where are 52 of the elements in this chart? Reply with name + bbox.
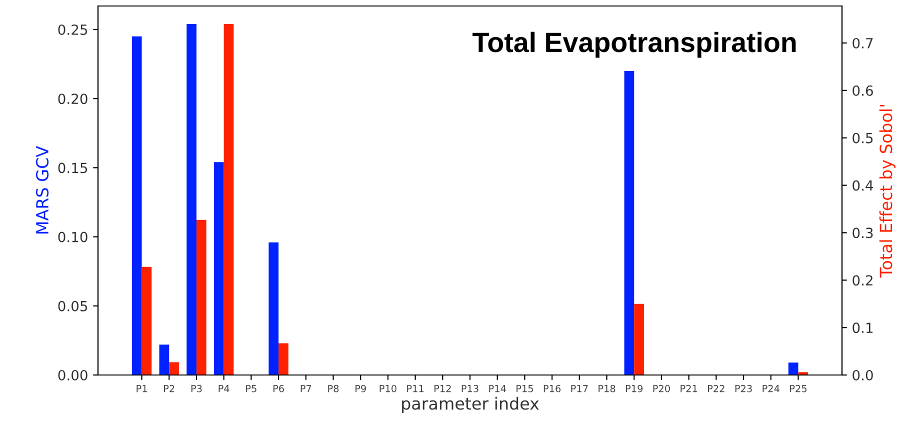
x-tick-label: P14 xyxy=(489,385,506,392)
x-tick-label: P10 xyxy=(380,384,396,392)
x-tick-label: P20 xyxy=(653,384,670,392)
x-tick-label: P4 xyxy=(218,385,230,392)
y2-tick-label: 0.0 xyxy=(852,370,873,380)
y-tick-label: 0.10 xyxy=(58,232,88,242)
y2-tick-label: 0.1 xyxy=(852,322,873,334)
y-tick-label: 0.25 xyxy=(58,24,88,35)
x-axis-title: parameter index xyxy=(402,396,539,414)
y2-tick-label: 0.3 xyxy=(852,228,873,238)
y2-axis-title: Total Effect by Sobol' xyxy=(879,104,896,278)
bar xyxy=(186,24,196,375)
bar xyxy=(278,343,288,375)
x-tick-label: P17 xyxy=(571,385,588,392)
x-tick-label: P18 xyxy=(598,384,616,392)
y2-tick-label: 0.7 xyxy=(852,38,873,48)
x-tick-label: P6 xyxy=(273,384,284,392)
x-tick-label: P8 xyxy=(328,384,339,392)
x-tick-label: P5 xyxy=(246,385,256,392)
y2-tick-label: 0.5 xyxy=(852,132,873,144)
y2-tick-label: 0.2 xyxy=(852,275,872,286)
bar xyxy=(634,304,644,375)
bar xyxy=(159,344,170,375)
bar xyxy=(788,362,798,375)
text: Total Evapotranspiration xyxy=(472,32,796,58)
bar xyxy=(142,266,152,375)
x-tick-label: P19 xyxy=(626,384,643,392)
x-tick-label: P25 xyxy=(790,384,807,392)
x-tick-label: P23 xyxy=(735,384,752,392)
y2-tick-label: 0.6 xyxy=(852,85,873,96)
x-tick-label: P12 xyxy=(434,384,451,392)
bar xyxy=(132,36,142,375)
y-tick-label: 0.05 xyxy=(58,300,88,312)
y-tick-label: 0.20 xyxy=(58,94,88,104)
x-tick-label: P16 xyxy=(544,384,561,392)
x-tick-label: P21 xyxy=(680,384,698,392)
y-tick-label: 0.15 xyxy=(58,162,88,174)
x-tick-label: P24 xyxy=(762,384,780,392)
x-tick-label: P2 xyxy=(164,384,174,392)
x-tick-label: P3 xyxy=(191,384,202,392)
bar xyxy=(624,70,634,375)
y2-tick-label: 0.4 xyxy=(852,180,874,191)
x-tick-label: P9 xyxy=(356,384,366,392)
x-tick-label: P7 xyxy=(300,385,312,392)
y-axis-title: MARS GCV xyxy=(36,146,49,234)
x-tick-label: P15 xyxy=(516,385,533,392)
x-tick-label: P11 xyxy=(407,385,424,392)
x-tick-label: P22 xyxy=(708,384,724,392)
x-tick-label: P13 xyxy=(462,384,478,392)
y-tick-label: 0.00 xyxy=(58,370,88,380)
bar xyxy=(268,242,279,375)
x-tick-label: P1 xyxy=(136,385,147,392)
